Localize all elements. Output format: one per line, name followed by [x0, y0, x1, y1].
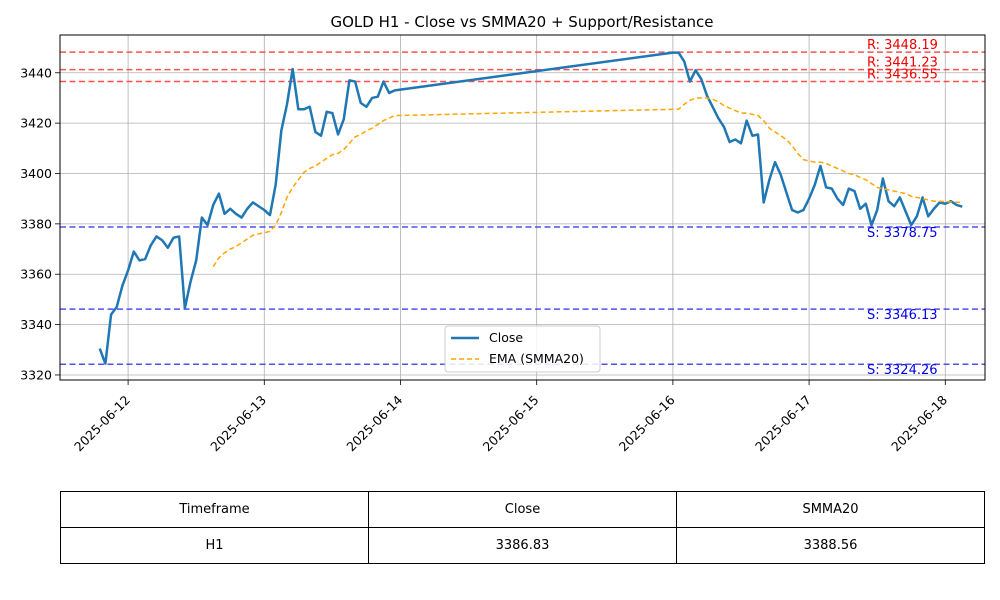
plot-series — [100, 53, 963, 364]
x-tick-label: 2025-06-12 — [71, 392, 133, 454]
table-row: H1 3386.83 3388.56 — [61, 528, 985, 564]
y-tick-label: 3320 — [20, 367, 52, 382]
x-tick-label: 2025-06-15 — [480, 392, 542, 454]
support-level-label: S: 3346.13 — [867, 308, 938, 323]
y-tick-label: 3440 — [20, 65, 52, 80]
close-price-line — [100, 53, 963, 364]
legend-label-smma20: EMA (SMMA20) — [489, 351, 584, 366]
x-tick-label: 2025-06-13 — [207, 392, 269, 454]
table-header-close: Close — [369, 492, 677, 528]
y-tick-label: 3420 — [20, 116, 52, 131]
axes: 2025-06-12 2025-06-13 2025-06-14 2025-06-15… — [20, 65, 950, 454]
table-header-smma20: SMMA20 — [677, 492, 985, 528]
chart: GOLD H1 - Close vs SMMA20 + Support/Resi… — [0, 0, 1000, 490]
chart-title: GOLD H1 - Close vs SMMA20 + Support/Resi… — [330, 13, 713, 31]
summary-table: Timeframe Close SMMA20 H1 3386.83 3388.5… — [60, 491, 985, 564]
support-resistance-levels — [60, 52, 985, 364]
table-cell-smma20: 3388.56 — [677, 528, 985, 564]
y-tick-label: 3360 — [20, 267, 52, 282]
resistance-level-label: R: 3448.19 — [867, 38, 938, 53]
table-header-row: Timeframe Close SMMA20 — [61, 492, 985, 528]
x-tick-label: 2025-06-17 — [752, 392, 814, 454]
x-tick-label: 2025-06-14 — [343, 392, 405, 454]
table-cell-close: 3386.83 — [369, 528, 677, 564]
x-tick-label: 2025-06-18 — [888, 392, 950, 454]
y-tick-label: 3340 — [20, 317, 52, 332]
table-header-timeframe: Timeframe — [61, 492, 369, 528]
y-tick-label: 3380 — [20, 216, 52, 231]
legend-label-close: Close — [489, 330, 523, 345]
resistance-level-label: R: 3436.55 — [867, 67, 938, 82]
support-level-label: S: 3378.75 — [867, 226, 938, 241]
support-level-label: S: 3324.26 — [867, 363, 938, 378]
legend: Close EMA (SMMA20) — [445, 326, 600, 372]
table-cell-timeframe: H1 — [61, 528, 369, 564]
y-tick-label: 3400 — [20, 166, 52, 181]
x-tick-label: 2025-06-16 — [616, 392, 678, 454]
